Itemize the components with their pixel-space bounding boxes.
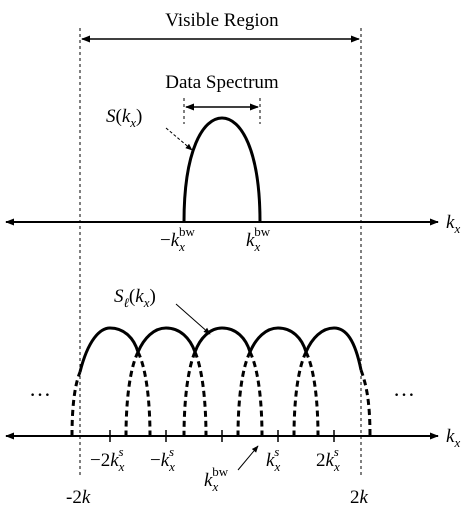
dashed-3-left [182, 351, 197, 437]
spectrum-function-label: S(kx) [106, 106, 142, 130]
dashed-3-right [248, 351, 264, 437]
limit-right-label: 2k [350, 487, 369, 508]
tick-kx-bw-bottom: kxbw [204, 464, 229, 494]
dashed-left-outer [70, 371, 82, 437]
periodic-dashed-lobes [70, 351, 372, 437]
tick-kx-s: kxs [266, 444, 280, 474]
dashed-4-right [304, 351, 320, 437]
tick-2kx-s: 2kxs [316, 444, 340, 474]
solid-lobe-5 [304, 326, 363, 371]
limit-left-label: -2k [66, 487, 91, 508]
periodic-solid-lobes [78, 326, 363, 373]
dashed-5-left [292, 351, 308, 437]
solid-lobe-3 [193, 326, 252, 353]
solid-lobe-4 [248, 326, 308, 353]
tick-neg-2kx-s: −2kxs [90, 444, 125, 474]
top-axis-label: kx [446, 212, 460, 236]
dashed-2-right [193, 351, 208, 437]
data-spectrum-curve [182, 116, 262, 223]
ellipsis-right: … [393, 376, 415, 401]
solid-lobe-1 [78, 326, 140, 373]
periodic-spectrum-leader [175, 303, 211, 335]
periodic-spectrum-label: Sℓ(kx) [114, 286, 156, 310]
dashed-right-outer [359, 369, 372, 437]
tick-neg-kx-s: −kxs [150, 444, 175, 474]
tick-pos-kx-bw: kxbw [246, 224, 271, 254]
bottom-axis-ticks [109, 430, 335, 442]
visible-region-label: Visible Region [165, 10, 279, 31]
ellipsis-left: … [29, 376, 51, 401]
tick-neg-kx-bw: −kxbw [160, 224, 195, 254]
bottom-axis-label: kx [446, 426, 460, 450]
kx-bw-leader [237, 445, 259, 471]
dashed-4-left [236, 351, 252, 437]
spectrum-function-leader [165, 127, 193, 151]
data-spectrum-label: Data Spectrum [165, 72, 279, 93]
dashed-2-left [124, 351, 140, 437]
dashed-1-right [136, 351, 152, 437]
solid-lobe-2 [136, 326, 197, 353]
